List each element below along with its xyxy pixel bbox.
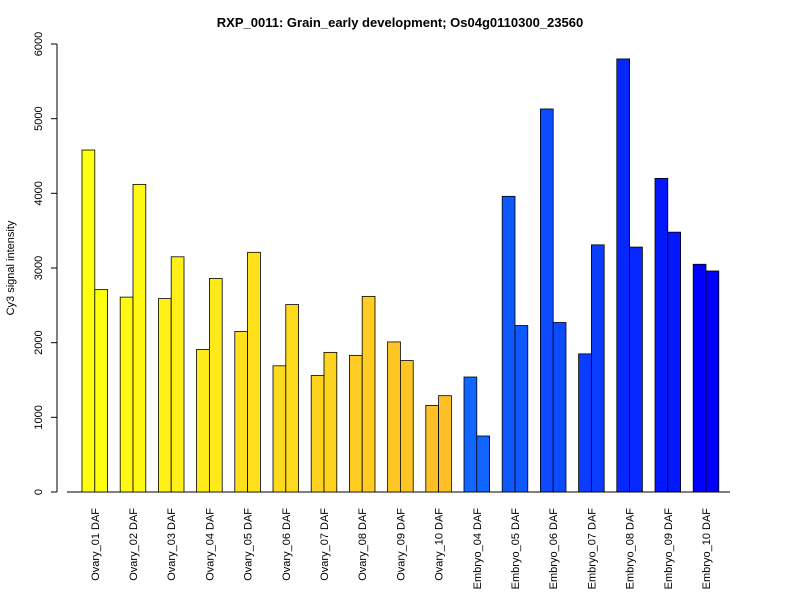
bar-7-0 — [348, 354, 363, 493]
bar-13-0 — [578, 353, 592, 493]
bar-14-0 — [616, 58, 630, 493]
bar-12-0 — [540, 108, 554, 493]
bar-11-0 — [501, 195, 516, 493]
y-axis-label: Cy3 signal intensity — [5, 220, 17, 315]
category-label: Ovary_07 DAF — [319, 508, 331, 581]
chart-title: RXP_0011: Grain_early development; Os04g… — [217, 15, 583, 30]
y-tick-label: 1000 — [33, 405, 45, 429]
bar-15-1 — [667, 231, 681, 493]
bar-5-0 — [272, 365, 287, 493]
category-label: Embryo_06 DAF — [548, 508, 560, 590]
category-label: Ovary_03 DAF — [166, 508, 178, 581]
category-label: Ovary_04 DAF — [204, 508, 216, 581]
category-label: Ovary_09 DAF — [395, 508, 407, 581]
bar-16-1 — [705, 270, 720, 493]
bar-9-0 — [425, 404, 439, 493]
y-tick-label: 0 — [33, 489, 45, 495]
bar-3-0 — [196, 348, 210, 493]
y-axis: 0 1000 2000 3000 4000 5000 6000 — [33, 32, 58, 495]
y-tick-label: 5000 — [33, 106, 45, 130]
bar-7-1 — [361, 295, 376, 493]
bar-10-0 — [463, 376, 478, 493]
bar-4-1 — [247, 251, 261, 493]
bars-group — [81, 58, 720, 493]
y-tick-label: 2000 — [33, 330, 45, 354]
y-tick-label: 6000 — [33, 32, 45, 56]
bar-2-0 — [157, 298, 172, 493]
bar-1-1 — [132, 183, 147, 493]
bar-15-0 — [654, 177, 669, 493]
bar-3-1 — [208, 278, 223, 493]
bar-0-1 — [94, 289, 109, 493]
category-label: Ovary_05 DAF — [243, 508, 255, 581]
bar-6-1 — [323, 351, 338, 493]
bar-4-0 — [234, 331, 249, 493]
y-tick-label: 3000 — [33, 256, 45, 280]
bar-5-1 — [285, 304, 299, 493]
category-label: Embryo_08 DAF — [625, 508, 637, 590]
category-label: Ovary_06 DAF — [281, 508, 293, 581]
bar-8-1 — [399, 360, 414, 493]
category-label: Ovary_10 DAF — [434, 508, 446, 581]
category-label: Embryo_05 DAF — [510, 508, 522, 590]
category-label: Ovary_08 DAF — [357, 508, 369, 581]
bar-1-0 — [119, 296, 134, 493]
bar-13-1 — [591, 244, 605, 493]
bar-2-1 — [170, 256, 185, 493]
bar-9-1 — [438, 395, 452, 493]
bar-16-0 — [692, 263, 707, 493]
bar-6-0 — [310, 375, 325, 493]
bar-8-0 — [387, 341, 401, 493]
bar-10-1 — [476, 435, 490, 493]
category-label: Embryo_10 DAF — [701, 508, 713, 590]
category-label: Embryo_04 DAF — [472, 508, 484, 590]
y-tick-label: 4000 — [33, 181, 45, 205]
category-labels: Ovary_01 DAF Ovary_02 DAF Ovary_03 DAF Ovar… — [90, 508, 713, 590]
bar-0-0 — [81, 149, 96, 493]
bar-11-1 — [514, 325, 529, 493]
bar-12-1 — [552, 322, 567, 493]
bar-14-1 — [629, 246, 643, 493]
category-label: Embryo_07 DAF — [586, 508, 598, 590]
category-label: Embryo_09 DAF — [663, 508, 675, 590]
category-label: Ovary_02 DAF — [128, 508, 140, 581]
category-label: Ovary_01 DAF — [90, 508, 102, 581]
